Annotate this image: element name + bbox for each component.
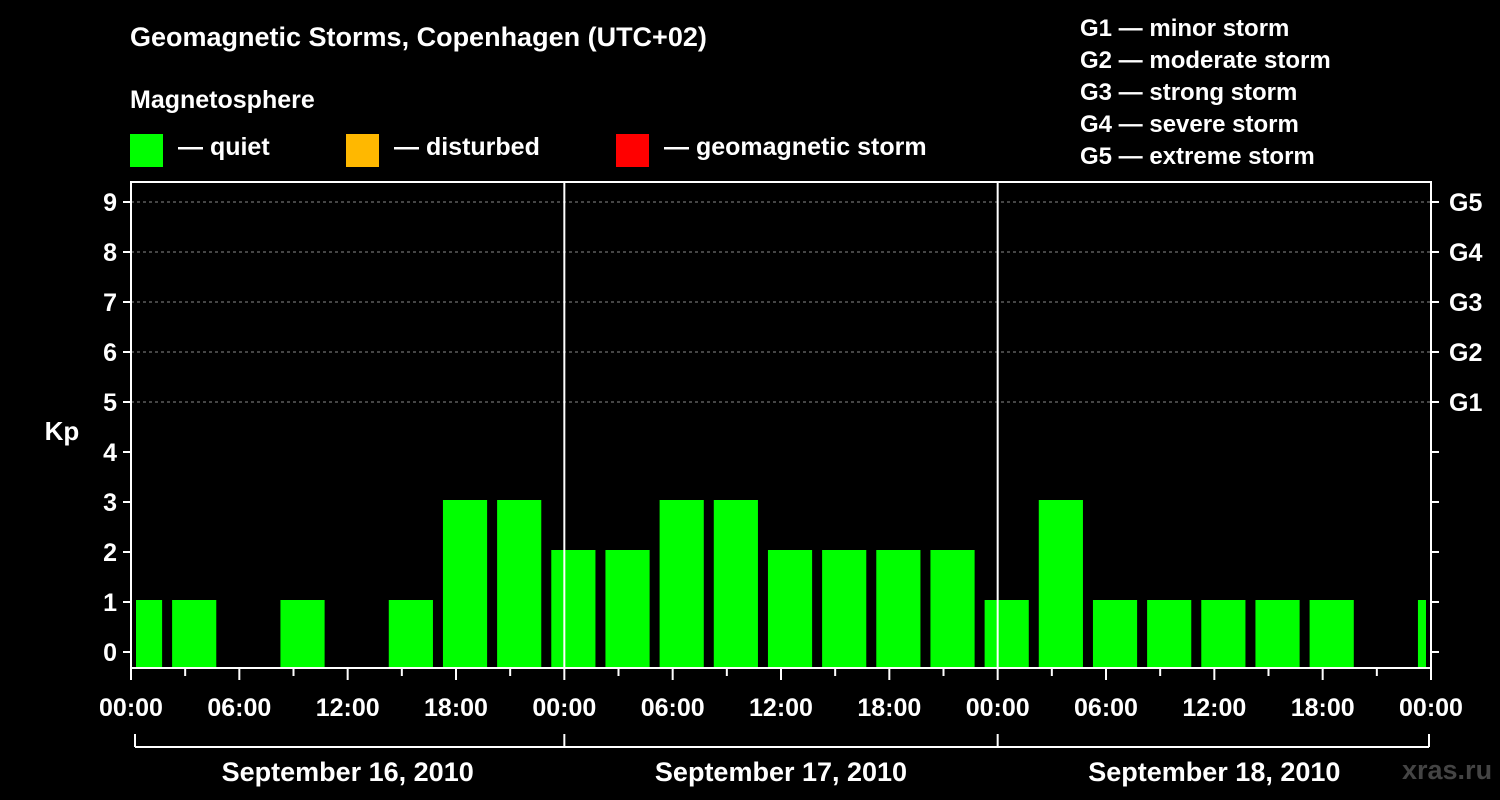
x-tick-label: 12:00 xyxy=(1182,694,1246,722)
x-tick-label: 12:00 xyxy=(749,694,813,722)
storm-scale-g3: G3 — strong storm xyxy=(1080,79,1298,106)
kp-bar xyxy=(822,550,867,668)
y-tick-label: 2 xyxy=(103,539,117,567)
x-tick-label: 00:00 xyxy=(532,694,596,722)
x-tick-label: 06:00 xyxy=(1074,694,1138,722)
right-axis-label: G3 xyxy=(1449,289,1482,317)
y-axis-label: Kp xyxy=(45,416,80,446)
day-label: September 16, 2010 xyxy=(222,757,474,787)
kp-bar xyxy=(767,550,813,668)
x-tick-label: 06:00 xyxy=(641,694,705,722)
y-tick-label: 7 xyxy=(103,289,117,317)
x-tick-label: 00:00 xyxy=(1399,694,1463,722)
kp-bar xyxy=(984,600,1029,668)
legend-swatch-storm xyxy=(616,134,649,167)
kp-bar xyxy=(442,500,488,668)
kp-bar xyxy=(605,550,650,668)
storm-scale-g4: G4 — severe storm xyxy=(1080,111,1299,138)
right-axis-label: G2 xyxy=(1449,339,1482,367)
legend-swatch-quiet xyxy=(130,134,163,167)
right-axis-label: G5 xyxy=(1449,189,1482,217)
legend-label-disturbed: — disturbed xyxy=(394,133,540,161)
day-label: September 17, 2010 xyxy=(655,757,907,787)
kp-bar xyxy=(930,550,975,668)
y-tick-label: 6 xyxy=(103,339,117,367)
kp-bar xyxy=(1417,600,1426,668)
kp-bar xyxy=(497,500,542,668)
x-tick-label: 00:00 xyxy=(99,694,163,722)
x-tick-label: 18:00 xyxy=(857,694,921,722)
x-tick-label: 00:00 xyxy=(966,694,1030,722)
right-axis-label: G1 xyxy=(1449,389,1482,417)
kp-bar xyxy=(876,550,921,668)
storm-scale-g2: G2 — moderate storm xyxy=(1080,47,1331,74)
kp-bar xyxy=(659,500,704,668)
legend-label-quiet: — quiet xyxy=(178,133,270,161)
y-tick-label: 4 xyxy=(103,439,117,467)
kp-bar xyxy=(172,600,217,668)
kp-bar xyxy=(713,500,758,668)
kp-bar xyxy=(1092,600,1138,668)
y-tick-label: 8 xyxy=(103,239,117,267)
storm-scale-g1: G1 — minor storm xyxy=(1080,15,1290,42)
x-tick-label: 06:00 xyxy=(207,694,271,722)
x-tick-label: 18:00 xyxy=(424,694,488,722)
day-label: September 18, 2010 xyxy=(1088,757,1340,787)
kp-bar xyxy=(388,600,433,668)
kp-bar xyxy=(1309,600,1354,668)
storm-scale-g5: G5 — extreme storm xyxy=(1080,143,1315,170)
watermark: xras.ru xyxy=(1402,755,1493,785)
kp-bar xyxy=(1147,600,1192,668)
legend-heading: Magnetosphere xyxy=(130,86,315,114)
kp-bar xyxy=(136,600,163,668)
right-axis-label: G4 xyxy=(1449,239,1482,267)
y-tick-label: 0 xyxy=(103,639,117,667)
x-tick-label: 12:00 xyxy=(316,694,380,722)
legend-swatch-disturbed xyxy=(346,134,379,167)
x-tick-label: 18:00 xyxy=(1291,694,1355,722)
kp-bar xyxy=(1038,500,1083,668)
kp-bar xyxy=(551,550,596,668)
y-tick-label: 1 xyxy=(103,589,117,617)
y-tick-label: 5 xyxy=(103,389,117,417)
kp-bar xyxy=(280,600,325,668)
chart-title: Geomagnetic Storms, Copenhagen (UTC+02) xyxy=(130,22,707,52)
kp-bar xyxy=(1201,600,1246,668)
kp-bar xyxy=(1255,600,1300,668)
legend-label-storm: — geomagnetic storm xyxy=(664,133,927,161)
y-tick-label: 3 xyxy=(103,489,117,517)
y-tick-label: 9 xyxy=(103,189,117,217)
